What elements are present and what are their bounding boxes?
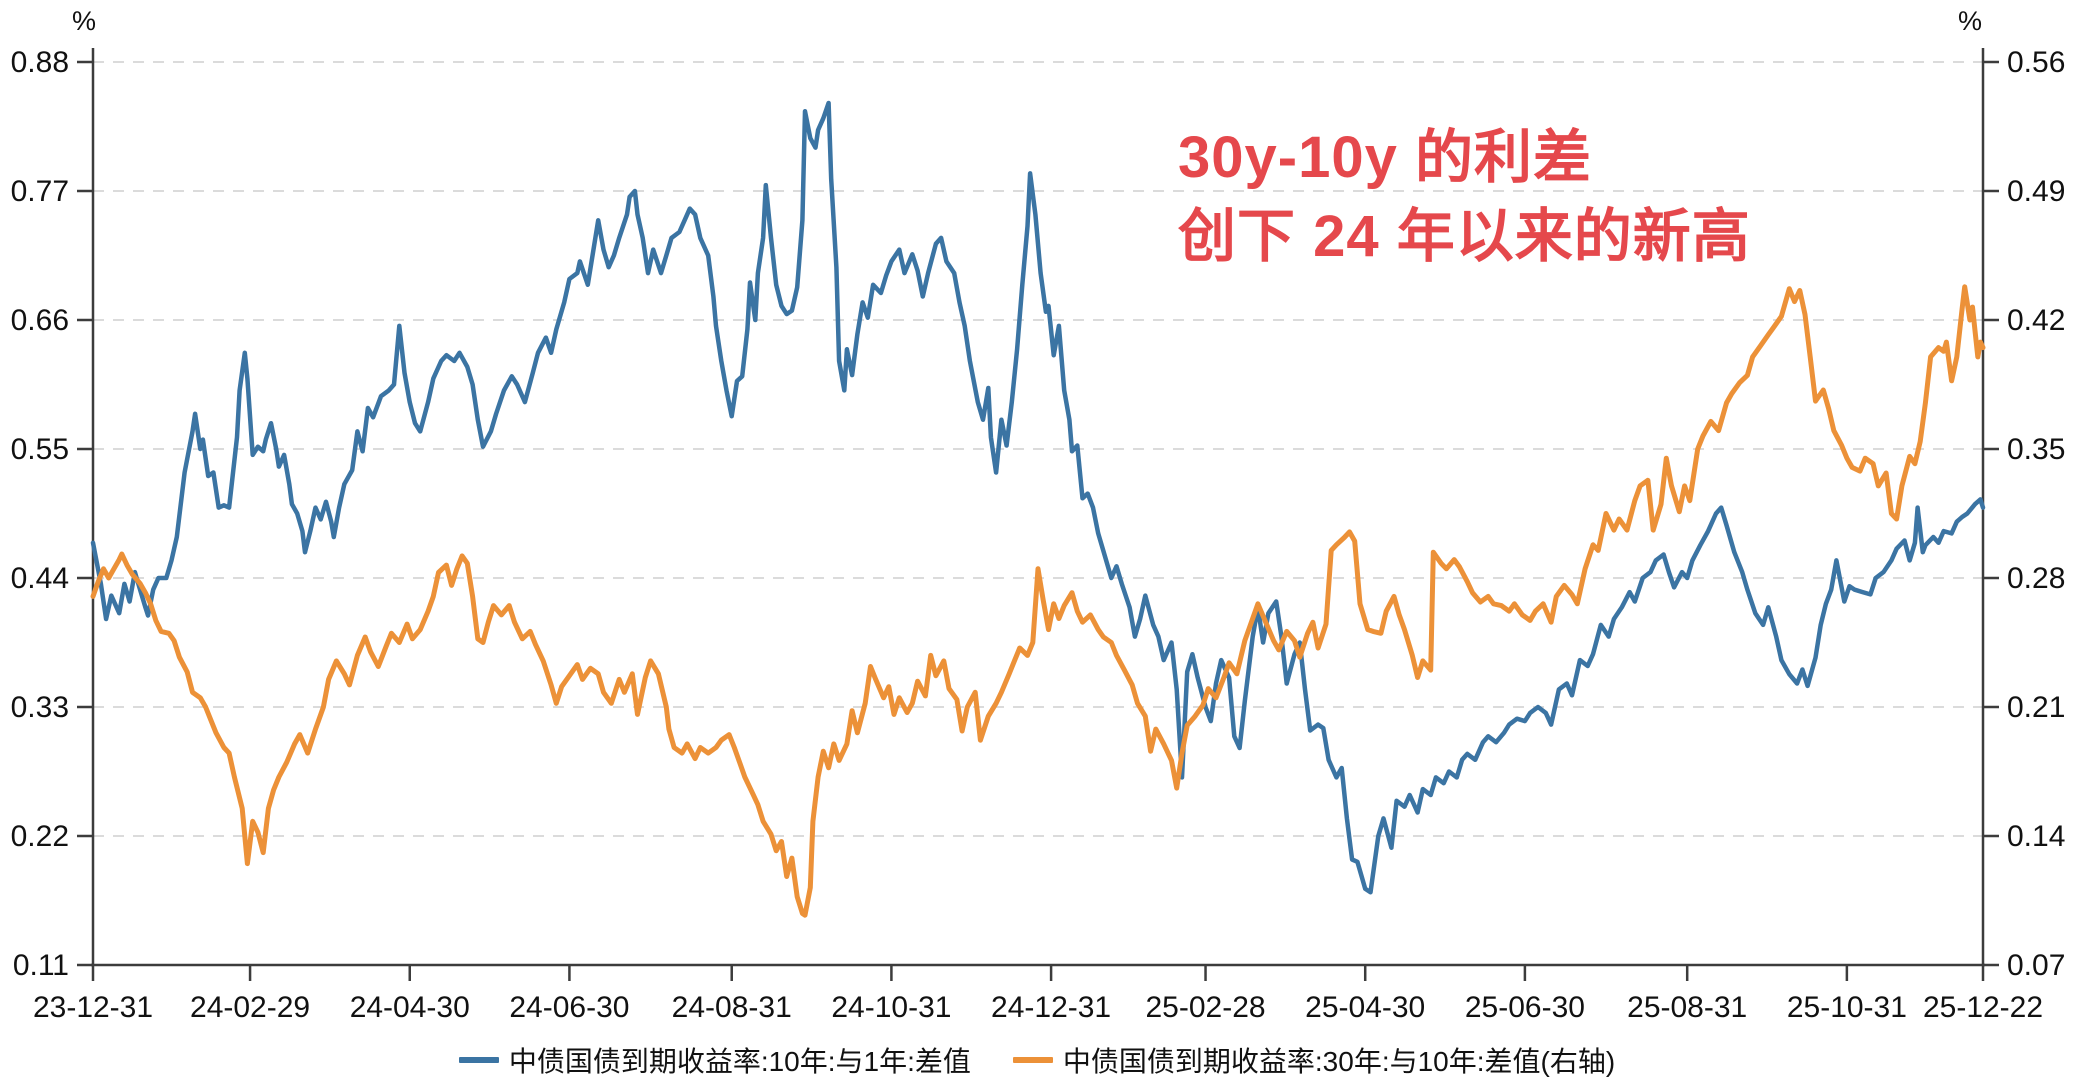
x-axis-tick-label: 25-12-22	[1923, 991, 2043, 1024]
legend-swatch-blue	[458, 1057, 499, 1063]
right-axis-tick-label: 0.07	[2007, 949, 2065, 982]
legend-label-10y-1y: 中债国债到期收益率:10年:与1年:差值	[508, 1046, 971, 1077]
legend-item-30y-10y: 中债国债到期收益率:30年:与10年:差值(右轴)	[1012, 1040, 1616, 1080]
x-axis-tick-label: 24-08-31	[672, 991, 792, 1024]
right-axis-unit-label: %	[1958, 6, 1983, 36]
left-axis-tick-label: 0.77	[11, 175, 69, 208]
left-axis-tick-label: 0.55	[11, 433, 69, 466]
x-axis-tick-label: 24-04-30	[350, 991, 470, 1024]
chart-annotation: 30y-10y 的利差 创下 24 年以来的新高	[1178, 118, 1751, 276]
axes: 0.11 0.22 0.33 0.44 0.55 0.66 0.77 0.88 0.07 0.14…	[11, 46, 2066, 1024]
series-line-30y-10y	[90, 284, 1986, 918]
x-axis-tick-label: 25-04-30	[1305, 991, 1425, 1024]
annotation-line-1: 30y-10y 的利差	[1178, 125, 1592, 190]
x-axis-tick-label: 25-08-31	[1627, 991, 1747, 1024]
right-axis-tick-label: 0.28	[2007, 562, 2065, 595]
x-axis-tick-label: 24-12-31	[991, 991, 1111, 1024]
annotation-line-2: 创下 24 年以来的新高	[1178, 204, 1751, 269]
left-axis-tick-label: 0.11	[13, 949, 69, 982]
legend: 中债国债到期收益率:10年:与1年:差值 中债国债到期收益率:30年:与10年:…	[0, 1040, 2074, 1080]
legend-swatch-orange	[1012, 1057, 1053, 1063]
left-axis-tick-label: 0.44	[11, 562, 69, 595]
x-axis-tick-label: 25-02-28	[1145, 991, 1265, 1024]
right-axis-tick-label: 0.49	[2007, 175, 2065, 208]
left-axis-unit-label: %	[72, 6, 97, 36]
left-axis-tick-label: 0.88	[11, 46, 69, 79]
right-axis-tick-label: 0.42	[2007, 304, 2065, 337]
x-axis-tick-label: 23-12-31	[33, 991, 153, 1024]
left-axis-tick-label: 0.33	[11, 691, 69, 724]
left-axis-tick-label: 0.66	[11, 304, 69, 337]
x-axis-tick-label: 24-06-30	[509, 991, 629, 1024]
right-axis-tick-label: 0.56	[2007, 46, 2065, 79]
x-axis-tick-label: 24-02-29	[190, 991, 310, 1024]
legend-item-10y-1y: 中债国债到期收益率:10年:与1年:差值	[458, 1040, 971, 1080]
x-axis-tick-label: 25-10-31	[1787, 991, 1907, 1024]
right-axis-tick-label: 0.35	[2007, 433, 2065, 466]
right-axis-tick-label: 0.21	[2007, 691, 2065, 724]
x-axis-tick-label: 25-06-30	[1465, 991, 1585, 1024]
left-axis-tick-label: 0.22	[11, 820, 69, 853]
legend-label-30y-10y: 中债国债到期收益率:30年:与10年:差值(右轴)	[1062, 1046, 1616, 1077]
right-axis-tick-label: 0.14	[2007, 820, 2065, 853]
x-axis-tick-label: 24-10-31	[831, 991, 951, 1024]
series-line-10y-1y	[90, 100, 1986, 895]
